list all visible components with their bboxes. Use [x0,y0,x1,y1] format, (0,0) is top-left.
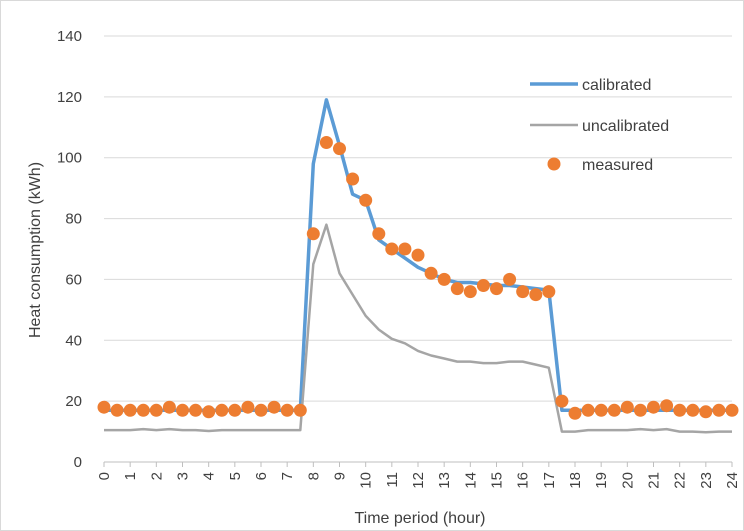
legend-calibrated-label: calibrated [582,77,651,94]
x-tick-0: 0 [96,472,113,480]
measured-point [673,403,687,417]
measured-point [215,403,229,417]
measured-point [267,400,281,414]
legend-uncalibrated-label: uncalibrated [582,118,669,135]
x-tick-13: 13 [436,472,453,489]
measured-point [463,285,477,299]
x-tick-labels: 0 1 2 3 4 5 6 7 8 9 10 11 12 13 14 15 16 17 18 19 20 21 22 23 24 [96,472,741,489]
measured-point [359,193,373,207]
measured-point [319,136,333,149]
measured-point [280,403,294,417]
measured-point [189,403,203,417]
y-tick-40: 40 [65,332,82,349]
y-tick-140: 140 [57,28,82,45]
measured-point [620,400,634,414]
x-tick-12: 12 [410,472,427,489]
measured-point [254,403,268,417]
x-tick-24: 24 [724,472,741,489]
measured-point [176,403,189,417]
measured-point [411,248,425,262]
x-tick-20: 20 [619,472,636,489]
x-tick-10: 10 [358,472,375,489]
x-tick-11: 11 [384,472,401,488]
measured-point [424,266,438,280]
x-tick-9: 9 [332,472,349,480]
x-tick-8: 8 [305,472,322,480]
measured-point [450,282,464,296]
measured-point [594,403,608,417]
x-tick-7: 7 [279,472,296,480]
x-tick-6: 6 [253,472,270,480]
measured-point [555,394,569,408]
y-tick-60: 60 [65,271,82,288]
measured-point [647,400,660,414]
measured-point [149,403,163,417]
measured-point [633,403,647,417]
x-tick-21: 21 [646,472,663,489]
measured-point [398,242,412,256]
x-tick-1: 1 [122,472,139,480]
x-tick-17: 17 [541,472,558,489]
y-tick-20: 20 [65,393,82,410]
x-tick-23: 23 [698,472,715,489]
measured-point [333,142,346,156]
x-tick-18: 18 [567,472,584,489]
measured-point [123,403,137,417]
measured-point [725,403,739,417]
y-tick-80: 80 [65,211,82,228]
y-axis-title: Heat consumption (kWh) [27,162,44,338]
measured-point [686,403,700,417]
measured-point [516,285,530,299]
measured-point [581,403,595,417]
measured-point [97,400,111,414]
measured-point [372,227,386,241]
measured-point [568,406,582,420]
measured-point [136,403,150,417]
x-tick-4: 4 [201,472,218,480]
measured-point [385,242,399,256]
x-tick-16: 16 [515,472,532,489]
legend-measured-marker [547,157,561,171]
x-tick-14: 14 [462,472,479,489]
series-lines [104,98,732,434]
measured-point [228,403,242,417]
measured-point [542,285,556,299]
y-tick-120: 120 [57,89,82,106]
measured-point [346,172,360,186]
x-tick-22: 22 [672,472,689,489]
measured-point [490,282,503,296]
measured-point [241,400,255,414]
x-tick-5: 5 [227,472,244,480]
measured-point [110,403,124,417]
measured-point [476,279,490,292]
measured-point [503,272,517,286]
x-axis-title: Time period (hour) [354,510,485,527]
uncalibrated-line [104,223,732,434]
y-tick-labels: 0 20 40 60 80 100 120 140 [57,28,82,471]
y-tick-0: 0 [74,454,82,471]
legend: calibrated uncalibrated measured [530,77,669,174]
measured-point [162,400,176,414]
measured-point [712,403,726,417]
measured-point [202,405,216,419]
x-tick-15: 15 [489,472,506,489]
measured-point [529,288,543,302]
measured-points [97,136,739,420]
measured-point [607,403,621,417]
measured-point [660,399,674,413]
measured-point [699,405,713,419]
x-tick-2: 2 [148,472,165,480]
legend-measured-label: measured [582,157,653,174]
x-tick-3: 3 [175,472,192,480]
measured-point [293,403,307,417]
measured-point [437,272,451,286]
measured-point [306,227,320,241]
x-tick-19: 19 [593,472,610,489]
y-tick-100: 100 [57,150,82,167]
